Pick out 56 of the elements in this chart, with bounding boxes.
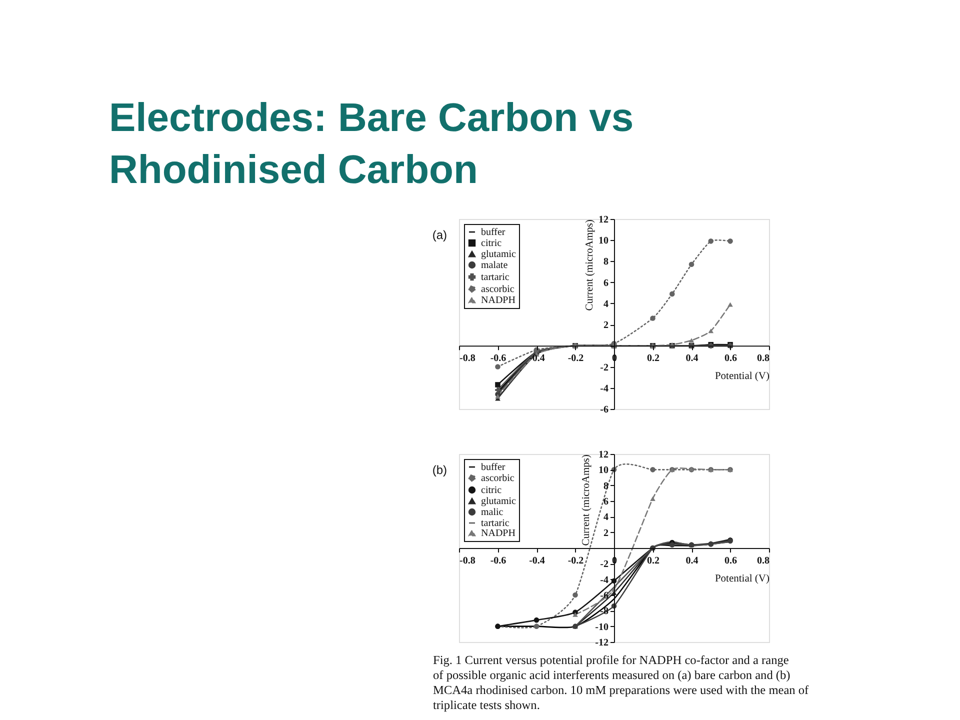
y-tick-label: 10 xyxy=(598,236,608,247)
x-axis-title: Potential (V) xyxy=(714,371,770,382)
y-tick-label: 12 xyxy=(598,450,608,460)
y-tick-label: -2 xyxy=(600,362,608,374)
legend-label: citric xyxy=(481,238,502,249)
x-tick-label: 0.2 xyxy=(647,556,660,566)
caption: Fig. 1 Current versus potential profile for NADPH co-factor and a range of possible organic acid interferents measured on (a) bare carbon and (b) MCA4a rhodinised carbon. 10 mM preparations were used with the mean of triplicate tests shown. xyxy=(433,653,810,712)
y-tick-label: -2 xyxy=(600,559,608,570)
x-tick-label: 0.2 xyxy=(647,353,660,364)
y-tick-label: 4 xyxy=(604,298,608,310)
x-tick-label: 0.8 xyxy=(757,353,770,364)
y-axis-title: Current (microAmps) xyxy=(584,219,596,311)
legend-label: malate xyxy=(481,260,508,271)
x-tick-label: -0.8 xyxy=(460,353,476,364)
y-axis-title: Current (microAmps) xyxy=(581,454,592,546)
y-tick-label: 8 xyxy=(604,256,608,268)
legend-label: ascorbic xyxy=(481,284,515,295)
x-tick-label: 0.6 xyxy=(724,353,737,364)
y-tick-label: 6 xyxy=(604,278,608,289)
legend-label: tartaric xyxy=(481,518,510,529)
y-tick-label: -6 xyxy=(600,404,608,416)
x-tick-label: -0.6 xyxy=(490,556,506,566)
x-axis-title: Potential (V) xyxy=(714,574,770,584)
x-tick-label: -0.2 xyxy=(568,353,584,364)
chart-title: Electrodes: Bare Carbon vs Rhodinised Carbon xyxy=(109,96,634,192)
legend-label: citric xyxy=(481,485,502,496)
x-tick-label: -0.8 xyxy=(460,556,476,566)
y-tick-label: -10 xyxy=(595,622,608,633)
y-tick-label: 6 xyxy=(604,496,608,508)
x-tick-label: 0.4 xyxy=(686,353,698,364)
legend-label: glutamic xyxy=(481,496,517,507)
x-tick-label: 0.8 xyxy=(757,556,770,566)
legend-label: glutamic xyxy=(481,249,517,260)
y-tick-label: 8 xyxy=(604,480,608,492)
legend-label: ascorbic xyxy=(481,473,515,484)
legend-label: buffer xyxy=(481,227,506,238)
y-tick-label: 10 xyxy=(598,465,608,476)
legend-label: malic xyxy=(481,507,504,518)
x-tick-label: 0.4 xyxy=(686,556,698,566)
x-tick-label: -0.6 xyxy=(490,353,506,364)
y-tick-label: 4 xyxy=(604,512,608,524)
legend-label: NADPH xyxy=(481,528,516,539)
y-tick-label: 2 xyxy=(604,528,608,539)
x-tick-label: -0.4 xyxy=(529,556,545,566)
y-tick-label: -4 xyxy=(600,574,608,586)
y-tick-label: -4 xyxy=(600,383,608,394)
legend-label: tartaric xyxy=(481,272,510,283)
x-tick-label: -0.2 xyxy=(568,556,584,566)
legend-label: NADPH xyxy=(481,295,516,306)
y-tick-label: 2 xyxy=(604,320,608,332)
legend-label: buffer xyxy=(481,462,506,473)
text: (b) xyxy=(432,463,447,477)
y-tick-label: -12 xyxy=(595,638,608,648)
y-tick-label: 12 xyxy=(598,214,608,226)
x-tick-label: 0.6 xyxy=(724,556,737,566)
text: (a) xyxy=(432,228,447,242)
